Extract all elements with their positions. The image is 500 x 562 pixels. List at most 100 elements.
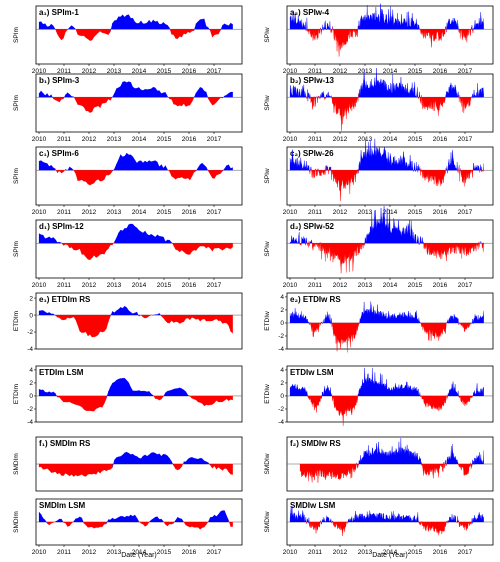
y-tick-label: -2 (278, 406, 284, 413)
x-tick-label: 2014 (383, 549, 398, 556)
panel-2: a₂) SPIw-4 SPIw 2010 2011 2012 2013 2014 2015 20… (264, 3, 494, 75)
y-axis-label: SPIw (264, 27, 271, 42)
panel-frame (286, 73, 494, 133)
series-negative (55, 27, 221, 41)
x-tick-label: 2017 (458, 68, 473, 75)
series-negative (55, 168, 223, 186)
y-tick-label: 0 (29, 312, 33, 319)
panel-frame (286, 5, 494, 65)
x-tick-label: 2016 (433, 68, 448, 75)
x-tick-label: 2011 (57, 209, 71, 216)
y-tick-label: 4 (280, 367, 284, 374)
x-tick-label: 2010 (32, 209, 47, 216)
x-tick-label: 2017 (458, 282, 473, 289)
x-tick-label: 2013 (107, 282, 122, 289)
x-tick-label: 2015 (157, 282, 172, 289)
x-tick-label: 2014 (132, 68, 147, 75)
panel-16: SMDIw LSM SMDIw 2010 2011 2012 2013 2014 2015 20… (264, 498, 494, 556)
x-tick-label: 2013 (358, 209, 373, 216)
panel-title: ETDIm LSM (39, 368, 84, 377)
y-axis-label: SPIm (13, 95, 20, 111)
x-tick-label: 2011 (308, 549, 322, 556)
x-tick-label: 2012 (82, 68, 97, 75)
series-negative (307, 393, 473, 426)
series-negative (61, 241, 233, 261)
x-tick-label: 2016 (433, 549, 448, 556)
x-tick-label: 2012 (333, 136, 348, 143)
x-tick-label: 2016 (182, 549, 197, 556)
x-tick-label: 2012 (82, 549, 97, 556)
y-tick-label: -4 (278, 419, 284, 426)
x-tick-label: 2010 (283, 136, 298, 143)
x-tick-label: 2011 (308, 136, 322, 143)
x-tick-label: 2014 (132, 282, 147, 289)
x-tick-label: 2013 (107, 136, 122, 143)
x-tick-label: 2015 (408, 209, 423, 216)
panel-title: e₂) ETDIw RS (290, 295, 341, 304)
x-tick-label: 2014 (383, 209, 398, 216)
x-tick-label: 2010 (32, 68, 47, 75)
x-tick-label: 2011 (308, 282, 322, 289)
y-axis-label: SMDIw (264, 511, 271, 532)
y-tick-label: 0 (29, 393, 33, 400)
panel-title: SMDIm LSM (39, 501, 86, 510)
panel-title: f₂) SMDIw RS (290, 439, 341, 448)
panel-title: c₁) SPIm-6 (39, 149, 79, 158)
panel-title: f₁) SMDIm RS (39, 439, 91, 448)
x-tick-label: 2014 (383, 68, 398, 75)
x-tick-label: 2015 (157, 68, 172, 75)
x-tick-label: 2013 (107, 68, 122, 75)
x-tick-label: 2011 (308, 68, 322, 75)
x-tick-label: 2012 (333, 209, 348, 216)
panel-13: f₁) SMDIm RS SMDIm (13, 436, 243, 492)
panel-7: d₁) SPIm-12 SPIm 2010 2011 2012 2013 2014 2015 2… (13, 219, 243, 289)
x-tick-label: 2010 (32, 549, 47, 556)
x-tick-label: 2017 (458, 549, 473, 556)
x-tick-label: 2015 (408, 549, 423, 556)
y-tick-label: -4 (278, 346, 284, 353)
panel-12: ETDIw LSM ETDIw 4 2 0 -2 -4 (264, 365, 494, 426)
panel-9: e₁) ETDIm RS ETDIm 2 0 -2 -4 (13, 292, 243, 353)
x-tick-label: 2014 (132, 209, 147, 216)
panel-title: b₁) SPIm-3 (39, 76, 80, 85)
x-tick-label: 2010 (283, 549, 298, 556)
y-axis-label: SMDIw (264, 453, 271, 474)
x-tick-label: 2011 (57, 136, 71, 143)
panel-title: d₁) SPIm-12 (39, 222, 84, 231)
y-axis-label: ETDIm (13, 384, 20, 404)
x-axis-label: Date (Year) (372, 552, 408, 559)
x-tick-label: 2010 (283, 282, 298, 289)
series-positive (289, 506, 484, 526)
x-tick-label: 2013 (107, 209, 122, 216)
x-tick-label: 2017 (207, 549, 222, 556)
x-tick-label: 2015 (408, 282, 423, 289)
x-tick-label: 2016 (182, 136, 197, 143)
y-tick-label: -2 (278, 333, 284, 340)
x-tick-label: 2012 (333, 68, 348, 75)
x-tick-label: 2014 (132, 136, 147, 143)
series-positive (289, 367, 484, 399)
x-tick-label: 2015 (157, 136, 172, 143)
series-negative (309, 164, 484, 201)
y-tick-label: 2 (29, 295, 33, 302)
panel-5: c₁) SPIm-6 SPIm 2010 2011 2012 2013 2014 2015 20… (13, 146, 243, 216)
y-tick-label: 0 (280, 320, 284, 327)
x-tick-label: 2013 (358, 282, 373, 289)
series-positive (112, 451, 211, 468)
x-tick-label: 2017 (207, 68, 222, 75)
panel-title: a₁) SPIm-1 (39, 8, 79, 17)
x-tick-label: 2011 (57, 282, 71, 289)
x-tick-label: 2013 (107, 549, 122, 556)
x-tick-label: 2017 (458, 209, 473, 216)
x-tick-label: 2015 (408, 136, 423, 143)
x-tick-label: 2012 (82, 209, 97, 216)
series-negative (306, 93, 472, 131)
x-tick-label: 2015 (157, 549, 172, 556)
panel-6: c₂) SPIw-26 SPIw 2010 2011 2012 2013 2014 2015 2… (264, 138, 494, 216)
x-tick-label: 2012 (82, 136, 97, 143)
y-axis-label: SPIw (264, 241, 271, 256)
x-tick-label: 2014 (383, 282, 398, 289)
x-tick-label: 2014 (383, 136, 398, 143)
panel-frame (35, 146, 243, 206)
x-axis-label: Date (Year) (121, 552, 157, 559)
